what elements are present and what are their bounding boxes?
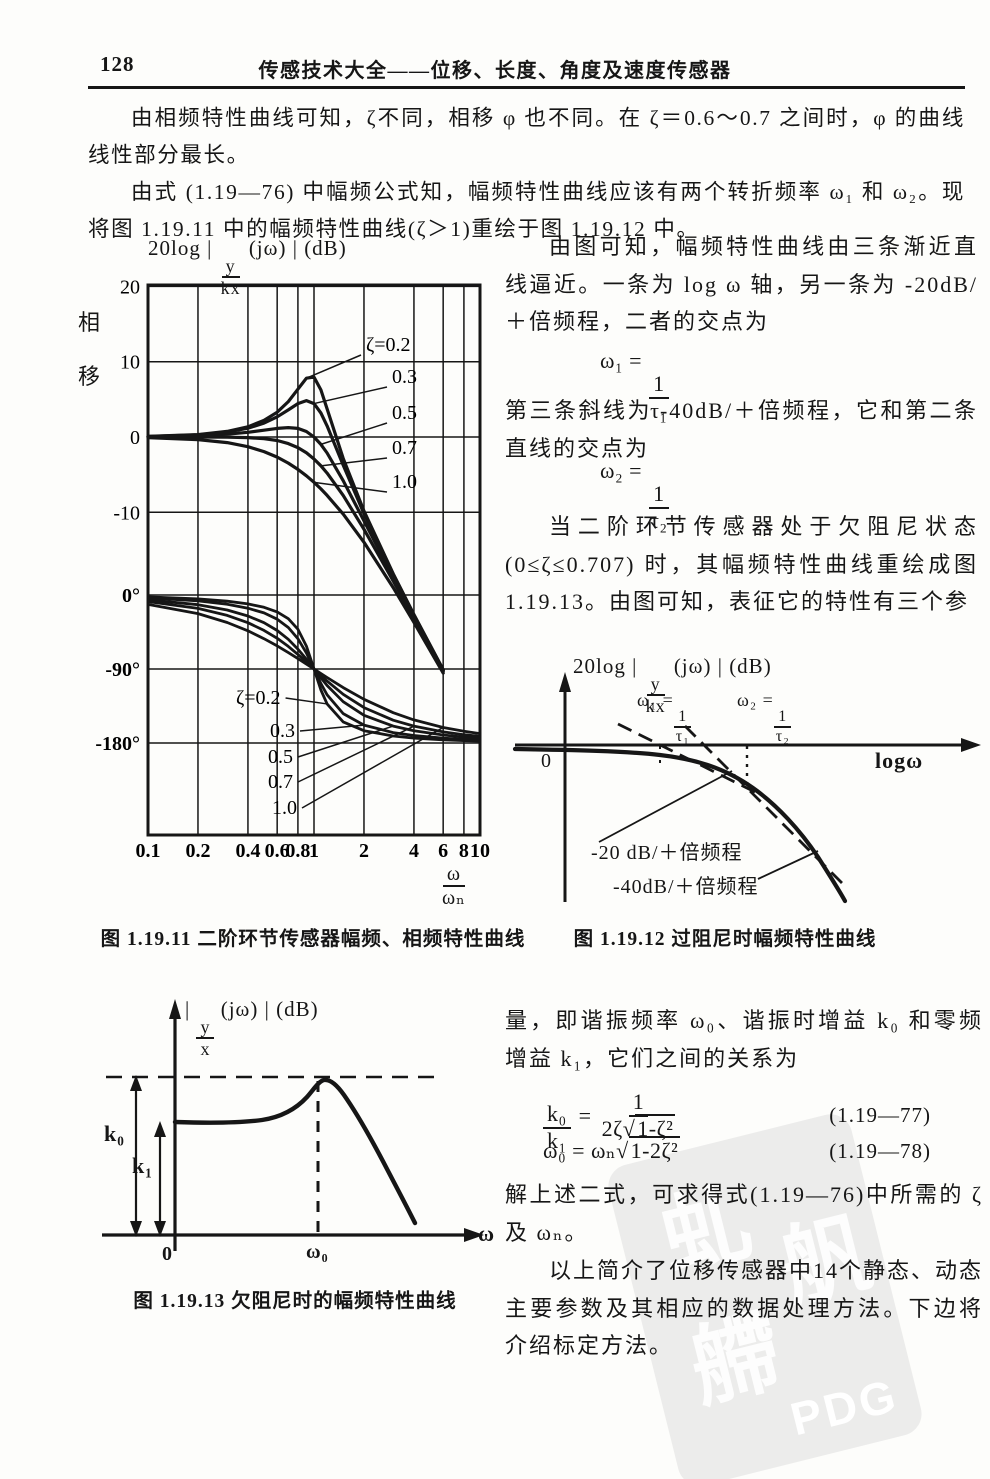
- fig11-chart-container: 20 10 0 -10 0° -90° -180° 0.1 0.2 0.4 0.6 0.8 1 2 4 6 8 1…: [88, 275, 538, 915]
- fig12-chart: [512, 672, 981, 904]
- fig12-x-axis-arrow: [961, 738, 981, 752]
- eq77-lhs-fraction: k₀ k₁: [543, 1078, 571, 1153]
- fig12-origin-label: 0: [541, 750, 552, 772]
- formula-omega1-lhs: ω₁ =: [600, 348, 643, 373]
- svg-text:1: 1: [309, 840, 319, 862]
- fig12-title: 20log | y kx (jω) | (dB): [573, 654, 772, 717]
- fig13-k0-arrow-up: [130, 1075, 142, 1091]
- fig13-k0-label: k₀: [104, 1121, 125, 1146]
- formula-omega1-fraction: 1 τ₁: [649, 371, 669, 423]
- svg-text:0: 0: [130, 427, 140, 449]
- svg-text:0.3: 0.3: [270, 720, 295, 742]
- svg-text:2: 2: [359, 840, 369, 862]
- svg-text:10: 10: [470, 840, 490, 862]
- fig13-origin-label: 0: [162, 1243, 173, 1265]
- svg-text:0.6: 0.6: [265, 840, 290, 862]
- svg-text:0.3: 0.3: [392, 366, 417, 388]
- svg-text:ζ=0.2: ζ=0.2: [236, 687, 281, 709]
- running-header-title: 传感技术大全——位移、长度、角度及速度传感器: [258, 60, 732, 82]
- fig12-x-axis-label: logω: [875, 748, 924, 773]
- fig12-asymptote-20db: [617, 722, 768, 800]
- fig13-x-axis-label: ω: [478, 1221, 496, 1246]
- formula-omega1: ω₁ = 1 τ₁: [600, 348, 670, 423]
- fig12-leader-20db: [598, 770, 733, 843]
- svg-text:ζ=0.2: ζ=0.2: [366, 334, 411, 356]
- formula-omega2-fraction: 1 τ₂: [649, 481, 669, 533]
- fig12-caption: 图 1.19.12 过阻尼时幅频特性曲线: [573, 929, 877, 950]
- fig12-chart-container: 20log | y kx (jω) | (dB) ω₁ = 1 τ₁ ω₂ = 1 τ₂ …: [512, 650, 985, 920]
- fig11-title-bar2: |: [292, 236, 298, 260]
- svg-text:-180°: -180°: [95, 733, 140, 755]
- fig13-x-axis-arrow: [464, 1228, 484, 1242]
- fig11-title-bar: |: [207, 236, 213, 260]
- paragraph-2: 由式 (1.19—76) 中幅频公式知，幅频特性曲线应该有两个转折频率 ω₁ 和…: [88, 180, 965, 241]
- fig11-title-unit: (dB): [304, 236, 347, 260]
- eq78-expression: ω₀ = ωₙ√1-2ζ²: [543, 1136, 681, 1163]
- eq77-equals: =: [578, 1102, 592, 1128]
- svg-text:0.1: 0.1: [136, 840, 161, 862]
- fig13-k1-arrow-down: [154, 1221, 166, 1237]
- svg-text:6: 6: [438, 840, 448, 862]
- fig11-title-fraction: y kx: [220, 256, 241, 299]
- header-rule: [88, 86, 965, 89]
- paragraph-rc4: 量，即谐振频率 ω₀、谐振时增益 k₀ 和零频增益 k₁，它们之间的关系为: [505, 1008, 983, 1071]
- paragraph-rc3: 当二阶环节传感器处于欠阻尼状态(0≤ζ≤0.707) 时，其幅频特性曲线重绘成图…: [505, 514, 978, 614]
- fig12-y-axis-arrow: [559, 672, 571, 692]
- svg-text:-90°: -90°: [105, 659, 140, 681]
- eq77-rhs-fraction: 1 2ζ√1-ζ²: [601, 1089, 676, 1141]
- svg-text:1.0: 1.0: [272, 797, 297, 819]
- svg-text:0.8: 0.8: [285, 840, 310, 862]
- fig13-caption: 图 1.19.13 欠阻尼时的幅频特性曲线: [133, 1291, 457, 1312]
- paragraph-rc6: 以上简介了位移传感器中14个静态、动态主要参数及其相应的数据处理方法。下边将介绍…: [505, 1258, 984, 1358]
- fig11-caption: 图 1.19.11 二阶环节传感器幅频、相频特性曲线: [100, 929, 526, 950]
- fig11-title-mid: (jω): [248, 236, 287, 260]
- fig13-k1-label: k₁: [132, 1153, 153, 1178]
- fig11-phase-axis-label: 相 移: [77, 310, 100, 389]
- svg-text:0.4: 0.4: [235, 840, 260, 862]
- svg-text:1.0: 1.0: [392, 471, 417, 493]
- eq78-number: (1.19—78): [829, 1138, 931, 1163]
- fig13-chart: [102, 999, 484, 1251]
- fig13-omega0-label: ω₀: [306, 1241, 329, 1263]
- svg-text:0.5: 0.5: [268, 746, 293, 768]
- svg-text:10: 10: [120, 352, 140, 374]
- fig11-title-pre: 20log: [148, 236, 201, 260]
- svg-text:4: 4: [409, 840, 419, 862]
- paragraph-rc5: 解上述二式，可求得式(1.19—76)中所需的 ζ 及 ωₙ。: [505, 1182, 983, 1245]
- fig13-response-curve: [172, 1077, 418, 1226]
- svg-text:0.5: 0.5: [392, 402, 417, 424]
- fig12-annotation-20db: -20 dB/＋倍频程: [591, 842, 743, 864]
- fig13-y-axis-arrow: [169, 999, 181, 1019]
- svg-text:8: 8: [459, 840, 469, 862]
- paragraph-1: 由相频特性曲线可知，ζ不同，相移 φ 也不同。在 ζ＝0.6～0.7 之间时，φ…: [88, 106, 965, 167]
- eq77-number: (1.19—77): [829, 1103, 931, 1128]
- svg-text:0.2: 0.2: [185, 840, 210, 862]
- paragraph-rc1: 由图可知，幅频特性曲线由三条渐近直线逼近。一条为 log ω 轴，另一条为 -2…: [505, 234, 978, 334]
- fig13-k1-arrow-up: [154, 1121, 166, 1137]
- formula-omega2: ω₂ = 1 τ₂: [600, 458, 670, 533]
- svg-text:20: 20: [120, 276, 140, 298]
- formula-omega2-lhs: ω₂ =: [600, 458, 643, 483]
- svg-text:-10: -10: [113, 502, 140, 524]
- svg-text:0°: 0°: [122, 585, 140, 607]
- fig12-annotation-40db: -40dB/＋倍频程: [613, 876, 759, 898]
- fig13-k0-arrow-down: [130, 1221, 142, 1237]
- fig11-x-axis-fraction: ω ωₙ: [442, 863, 466, 910]
- paragraph-rc2: 第三条斜线为 -40dB/＋倍频程，它和第二条直线的交点为: [505, 398, 978, 461]
- svg-text:0.7: 0.7: [268, 771, 293, 793]
- equation-78: ω₀ = ωₙ√1-2ζ² (1.19—78): [505, 1136, 983, 1164]
- fig12-omega1-label: ω₁ = 1 τ₁: [637, 690, 692, 746]
- fig12-leader-40db: [757, 850, 819, 880]
- fig12-omega2-label: ω₂ = 1 τ₂: [737, 690, 792, 746]
- svg-text:0.7: 0.7: [392, 437, 417, 459]
- fig12-asymptote-40db: [684, 725, 848, 889]
- fig11-title: 20log | y kx (jω) | (dB): [148, 236, 347, 298]
- page-number: 128: [100, 52, 135, 76]
- equation-77: k₀ k₁ = 1 2ζ√1-ζ² (1.19—77): [505, 1078, 983, 1153]
